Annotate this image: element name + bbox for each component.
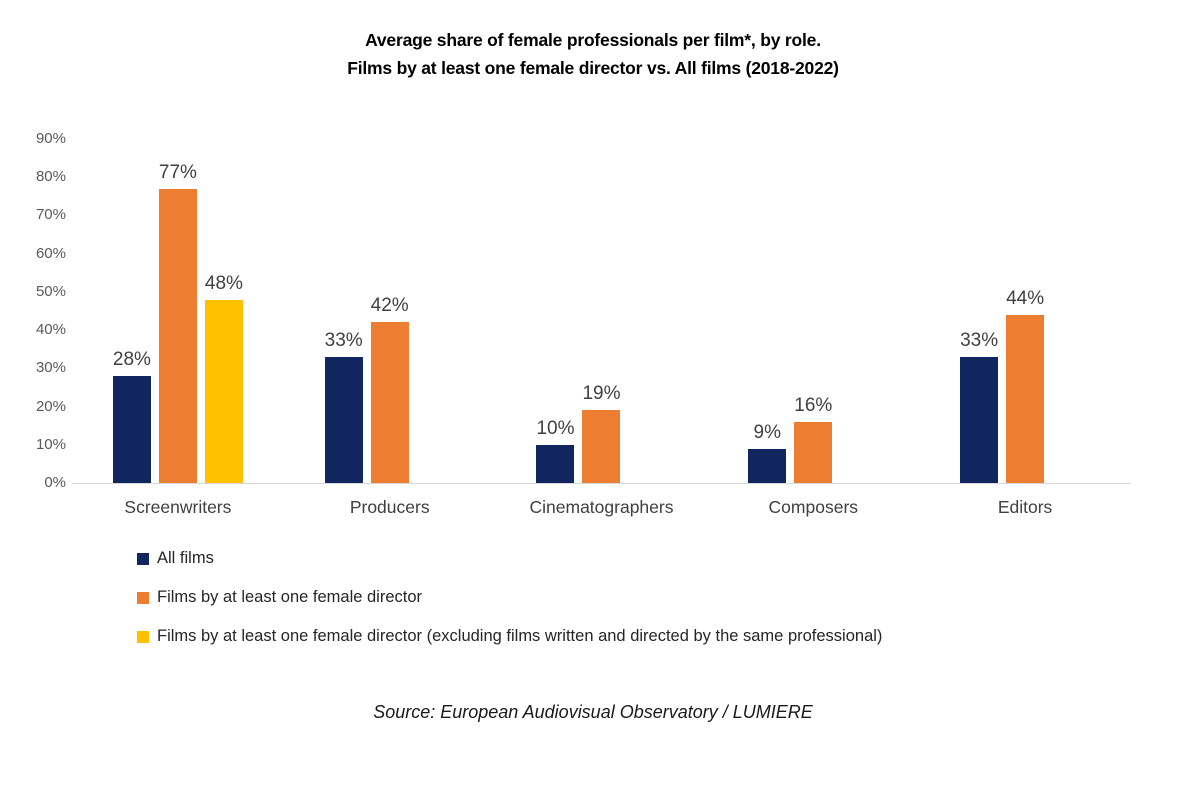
bar-slot: 42% [371,139,409,483]
bar-value-label: 19% [582,383,621,405]
legend-swatch [137,591,149,604]
legend-item: All films [137,549,882,568]
bar-value-label: 9% [753,421,782,443]
x-axis-line [72,483,1131,484]
legend-item: Films by at least one female director (e… [137,627,882,646]
bar [204,299,243,483]
y-axis-tick: 70% [35,206,66,224]
y-axis-tick: 0% [44,474,66,491]
bar [370,322,409,483]
bar-slot [417,139,455,483]
bar-value-label: 33% [960,329,999,351]
legend-label: Films by at least one female director (e… [157,627,883,645]
bar-slot [628,139,666,483]
bar-slot: 10% [536,139,575,483]
bar-group: 9% 16% Composers [707,139,919,517]
bar-group: 33% 42% Producers [284,139,496,517]
legend-swatch [137,552,149,565]
legend-swatch [137,630,149,643]
bar [112,375,151,483]
y-axis: 0% 10% 20% 30% 40% 50% 60% 70% 80% 90% [0,130,66,491]
bar-value-label: 28% [112,348,151,370]
bar-value-label: 44% [1006,287,1045,309]
chart-title-line1: Average share of female professionals pe… [365,30,821,50]
bar-slot: 48% [205,139,243,483]
bar-slot: 9% [748,139,787,483]
bar-slot: 16% [794,139,832,483]
bar [1006,314,1045,483]
legend-label: Films by at least one female director [157,588,423,606]
bar-value-label: 33% [324,329,363,351]
bar-group: 33% 44% Editors [919,139,1131,517]
bar-value-label: 77% [158,161,197,183]
bar-slot: 77% [159,139,197,483]
bar-value-label: 42% [370,295,409,317]
bar [158,188,197,483]
bar-value-label: 48% [204,272,243,294]
chart-title-line2: Films by at least one female director vs… [347,58,839,78]
category-label: Cinematographers [529,497,674,517]
bar-slot: 28% [113,139,151,483]
y-axis-tick: 10% [35,435,66,453]
category-label: Editors [997,497,1053,517]
y-axis-tick: 60% [35,244,66,262]
source-text: Source: European Audiovisual Observatory… [373,702,813,722]
legend: All films Films by at least one female di… [137,549,882,646]
y-axis-tick: 40% [35,321,66,339]
bar-slot: 33% [325,139,363,483]
y-axis-tick: 80% [35,168,66,186]
y-axis-tick: 90% [35,130,66,147]
bar-group: 28% 77% 48% Screenwriters [72,139,284,517]
bar [536,444,575,483]
category-label: Composers [768,497,859,517]
bar-slot: 33% [960,139,998,483]
chart-title: Average share of female professionals pe… [0,26,1186,82]
bar [960,356,999,483]
bar-slot [1052,139,1090,483]
plot-area: 28% 77% 48% Screenwriters 33% 42% Producers 10%… [72,139,1131,517]
bar-value-label: 10% [536,417,575,439]
bar [794,421,833,483]
y-axis-tick: 20% [35,397,66,415]
bar-slot [840,139,878,483]
bar-group: 10% 19% Cinematographers [496,139,708,517]
bar [324,356,363,483]
category-label: Producers [349,497,430,517]
legend-label: All films [157,549,214,567]
y-axis-tick: 50% [35,282,66,300]
legend-item: Films by at least one female director [137,588,882,607]
bar-slot: 19% [582,139,621,483]
y-axis-tick: 30% [35,359,66,377]
bar [748,448,787,483]
bar [582,410,621,483]
bar-slot: 44% [1006,139,1044,483]
bar-value-label: 16% [794,394,833,416]
category-label: Screenwriters [124,497,232,517]
